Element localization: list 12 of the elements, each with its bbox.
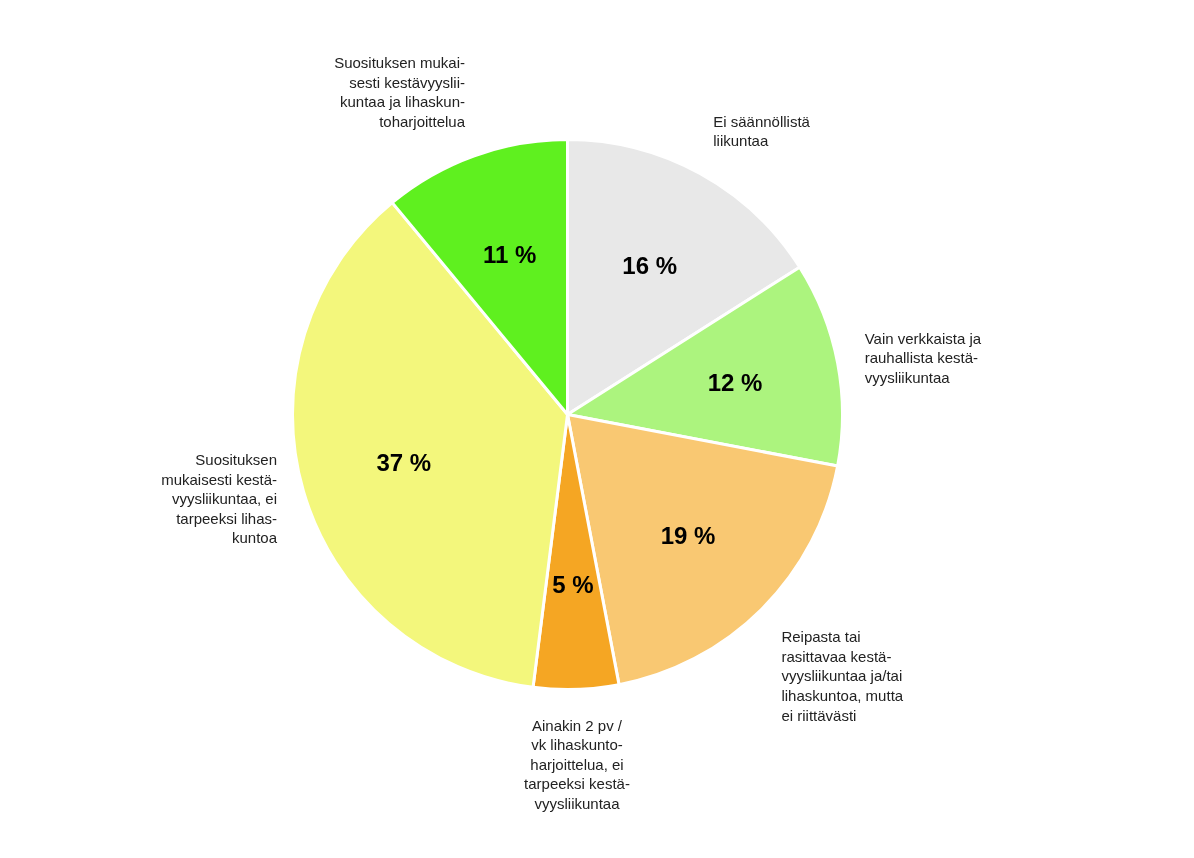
slice-label: Reipasta tai rasittavaa kestä- vyysliikuntaa ja/tai lihaskuntoa, mutta ei riittävästi xyxy=(781,628,904,724)
slice-label: Suosituksen mukai- sesti kestävyyslii- kuntaa ja lihaskun- toharjoittelua xyxy=(334,54,466,130)
slice-label: Suosituksen mukaisesti kestä- vyysliikuntaa, ei tarpeeksi lihas- kuntoa xyxy=(161,451,278,547)
data-label: 11 % xyxy=(483,240,537,268)
data-label: 37 % xyxy=(376,448,432,476)
data-label: 5 % xyxy=(552,571,594,599)
slice-label: Ainakin 2 pv / vk lihaskunto- harjoittelua, ei tarpeeksi kestä- vyysliikuntaa xyxy=(524,716,630,813)
data-label: 16 % xyxy=(622,251,677,279)
slice-label: Vain verkkaista ja rauhallista kestä- vyysliikuntaa xyxy=(864,329,982,386)
data-label: 12 % xyxy=(707,369,763,397)
slice-label: Ei säännöllistä liikuntaa xyxy=(713,112,811,150)
data-label: 19 % xyxy=(660,521,716,549)
